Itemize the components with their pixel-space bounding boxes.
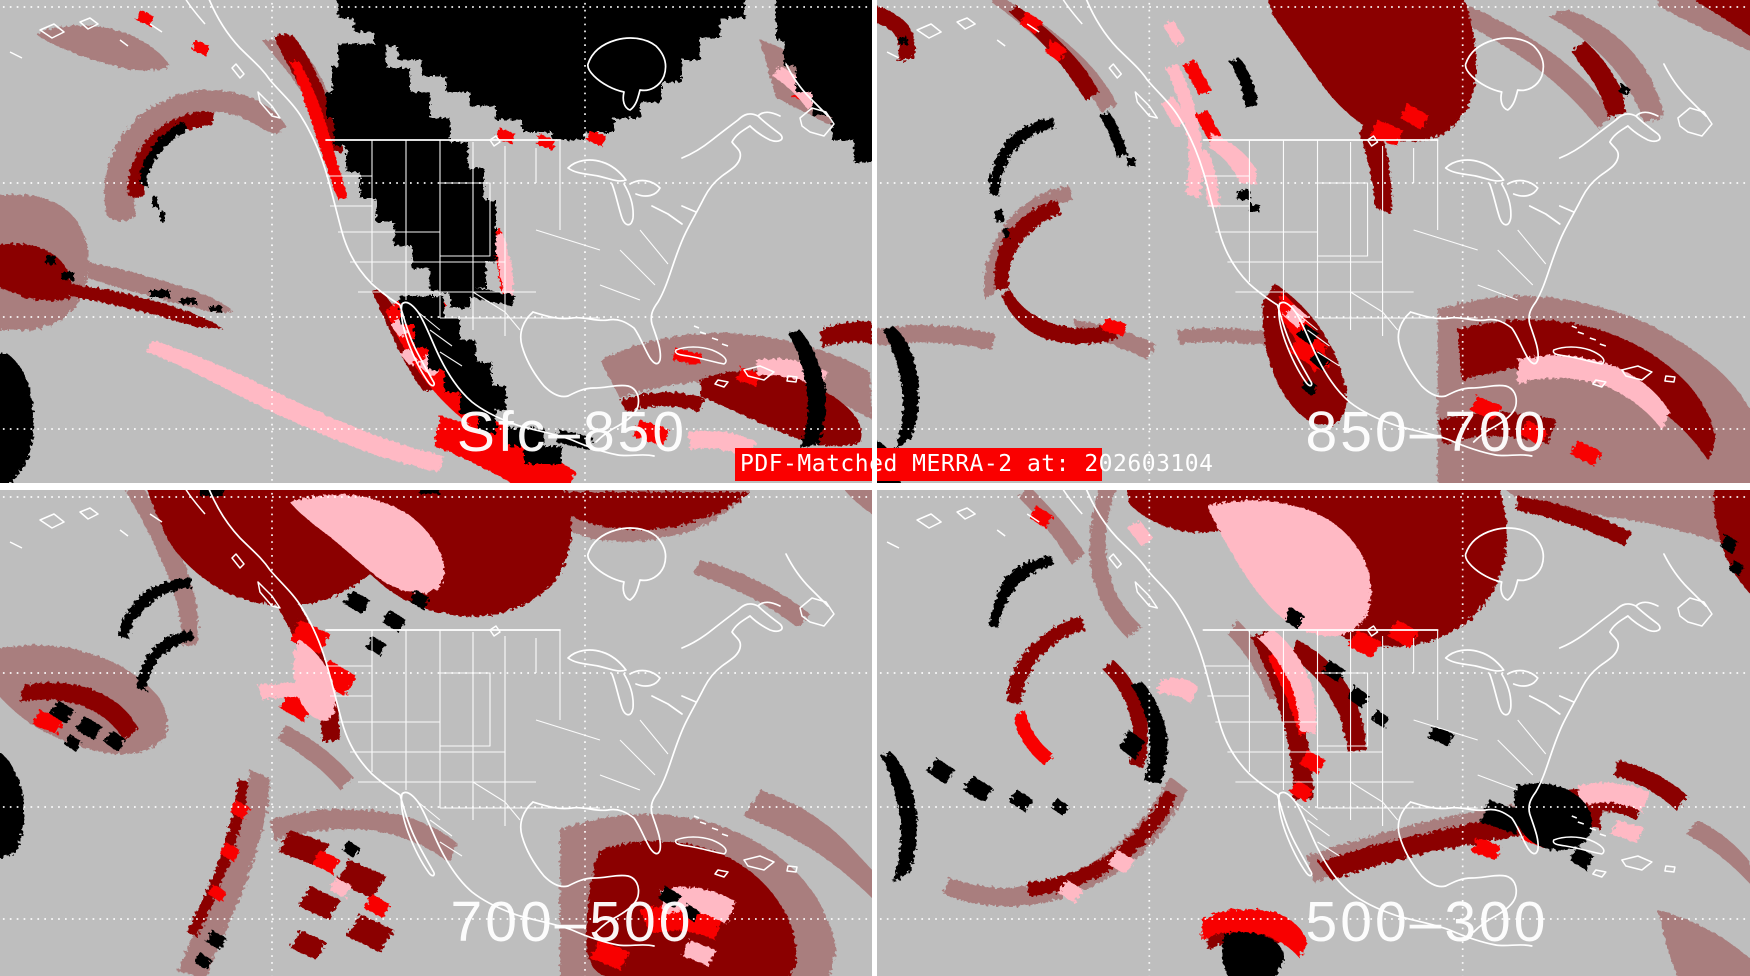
- panel-sfc-850: [0, 0, 872, 483]
- horizontal-divider: [0, 483, 1750, 490]
- map-850-700: [877, 0, 1750, 483]
- map-sfc-850: [0, 0, 872, 483]
- panel-700-500: [0, 490, 872, 976]
- title-banner: PDF-Matched MERRA-2 at: 202603104: [735, 448, 1213, 481]
- panel-500-300: [877, 490, 1750, 976]
- title-banner-text: PDF-Matched MERRA-2 at: 202603104: [740, 451, 1214, 477]
- map-500-300: [877, 490, 1750, 976]
- panel-850-700: [877, 0, 1750, 483]
- map-700-500: [0, 490, 872, 976]
